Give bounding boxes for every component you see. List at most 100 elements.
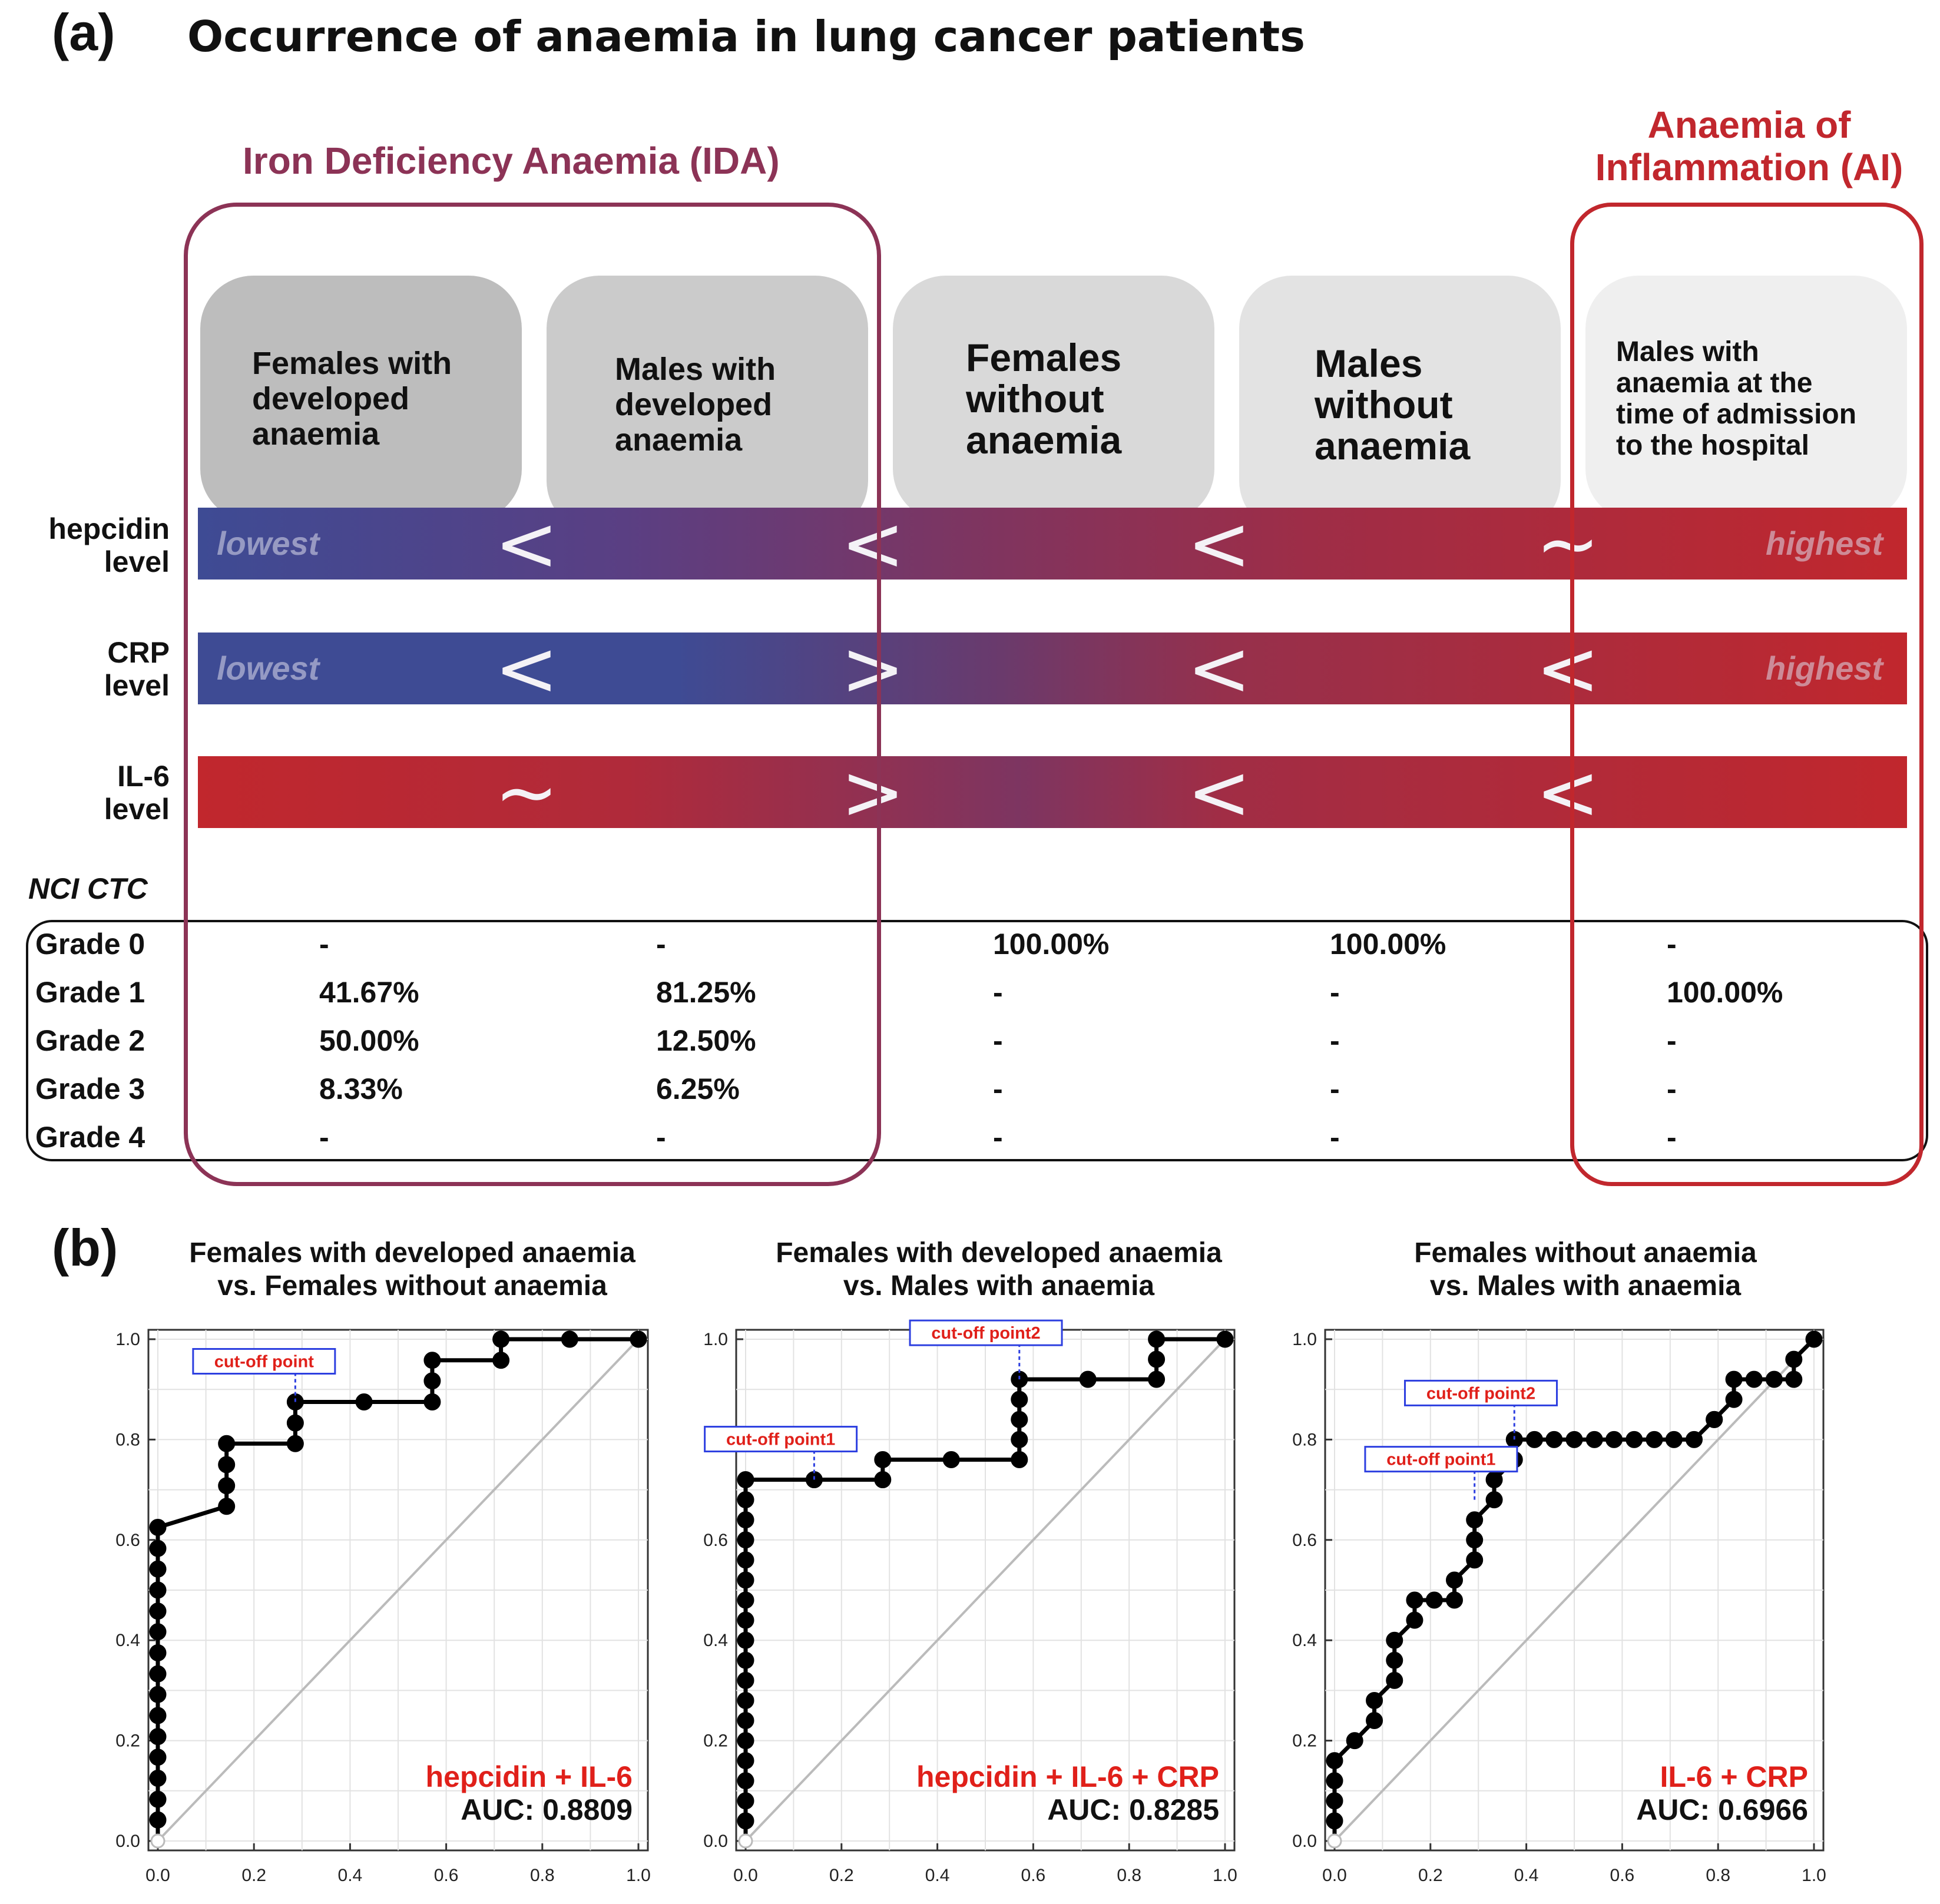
roc-point (1485, 1471, 1503, 1489)
x-tick-label: 0.6 (434, 1866, 459, 1885)
grade-cell: - (1330, 976, 1340, 1009)
comparison-symbol: ~ (494, 747, 559, 837)
annotation-box (909, 1319, 1063, 1346)
roc-point (149, 1749, 167, 1766)
roc-point (737, 1712, 754, 1730)
roc-point (1765, 1370, 1783, 1388)
cat-line: without (966, 377, 1104, 420)
grade-table (26, 920, 1928, 1161)
cat-line: anaemia (1315, 424, 1471, 468)
roc-point (1605, 1431, 1623, 1448)
roc-point (942, 1451, 960, 1468)
cut-off-point-label: cut-off point2 (931, 1324, 1040, 1343)
x-tick-label: 0.2 (1418, 1866, 1443, 1885)
roc-point (1366, 1691, 1383, 1709)
crp-bar (198, 633, 1907, 704)
roc-point (1545, 1431, 1563, 1448)
cat-line: anaemia (615, 422, 743, 458)
roc-point (149, 1686, 167, 1703)
chart2-title-line1: Females with developed anaemia (776, 1237, 1222, 1269)
roc-point (737, 1611, 754, 1629)
roc-point (1386, 1631, 1403, 1649)
y-tick-label: 0.4 (115, 1631, 140, 1650)
roc-point (149, 1811, 167, 1829)
grade-cell: - (1667, 1121, 1677, 1154)
x-tick-label: 0.0 (1322, 1866, 1347, 1885)
roc-point (1216, 1330, 1234, 1348)
roc-point (423, 1393, 441, 1410)
hepcidin-bar (198, 508, 1907, 580)
roc-point (149, 1790, 167, 1808)
roc-point (1565, 1431, 1583, 1448)
comparison-symbol: < (494, 499, 559, 588)
roc-point (737, 1571, 754, 1589)
cat-line: time of admission (1616, 399, 1857, 430)
comparison-symbol: < (1187, 747, 1252, 837)
grade-cell: 12.50% (656, 1024, 756, 1057)
roc-point (1446, 1571, 1463, 1589)
x-tick-label: 0.0 (733, 1866, 758, 1885)
roc-point (1785, 1370, 1803, 1388)
grade-cell: - (993, 1121, 1003, 1154)
auc-label: AUC: 0.8285 (1047, 1793, 1219, 1826)
grade-cell: - (993, 1024, 1003, 1057)
x-tick-label: 0.2 (241, 1866, 266, 1885)
comparison-symbol: < (1187, 624, 1252, 713)
grade-cell: - (656, 928, 666, 961)
cat-line: Males (1315, 342, 1423, 385)
roc-point (737, 1812, 754, 1830)
roc-point (737, 1792, 754, 1810)
ida-title: Iron Deficiency Anaemia (IDA) (243, 140, 780, 182)
grade-cell: - (1330, 1024, 1340, 1057)
grade-label: Grade 0 (35, 928, 145, 961)
grade-cell: 41.67% (319, 976, 419, 1009)
roc-point (149, 1623, 167, 1641)
roc-point (149, 1770, 167, 1787)
comparison-symbol: < (1535, 624, 1600, 713)
grade-cell: 81.25% (656, 976, 756, 1009)
cat-line: anaemia at the (1616, 367, 1813, 399)
roc-point (1446, 1591, 1463, 1609)
roc-point (737, 1752, 754, 1770)
bar-label-line: level (104, 545, 170, 578)
x-tick-label: 0.8 (1117, 1866, 1141, 1885)
roc-point (1466, 1551, 1484, 1569)
roc-point (218, 1435, 236, 1452)
roc-point (1686, 1431, 1703, 1448)
roc-point (737, 1491, 754, 1509)
grade-cell: 100.00% (1330, 928, 1446, 961)
roc-point (1326, 1812, 1343, 1830)
panel-a-label: (a) (52, 3, 115, 61)
grade-cell: - (1667, 928, 1677, 961)
y-tick-label: 0.4 (703, 1631, 728, 1650)
roc-point (1326, 1752, 1343, 1770)
x-tick-label: 1.0 (1802, 1866, 1826, 1885)
roc-point (1805, 1330, 1823, 1348)
grade-label: Grade 4 (35, 1121, 145, 1154)
x-tick-label: 0.6 (1021, 1866, 1046, 1885)
x-tick-label: 0.4 (925, 1866, 950, 1885)
reference-diagonal (1333, 1338, 1815, 1842)
y-tick-label: 0.0 (703, 1832, 728, 1851)
bar-label-line: IL-6 (117, 760, 170, 793)
roc-point (737, 1772, 754, 1790)
grade-label: Grade 3 (35, 1072, 145, 1105)
roc-point (1525, 1431, 1543, 1448)
roc-point (1386, 1671, 1403, 1689)
roc-point (1425, 1591, 1443, 1609)
roc-point (874, 1451, 892, 1468)
y-tick-label: 0.6 (115, 1531, 140, 1550)
roc-point (737, 1531, 754, 1549)
cut-off-point-label: cut-off point1 (726, 1431, 835, 1449)
roc-point (1585, 1431, 1603, 1448)
roc-point (423, 1372, 441, 1390)
crp-highest: highest (1766, 650, 1883, 687)
roc-point (1406, 1591, 1423, 1609)
roc-point (149, 1644, 167, 1661)
roc-point (737, 1691, 754, 1709)
chart2-title-line2: vs. Males with anaemia (843, 1270, 1155, 1302)
annotation-box (192, 1348, 336, 1375)
crp-lowest: lowest (217, 650, 320, 687)
ai-title: Anaemia of Inflammation (AI) (1561, 104, 1938, 188)
